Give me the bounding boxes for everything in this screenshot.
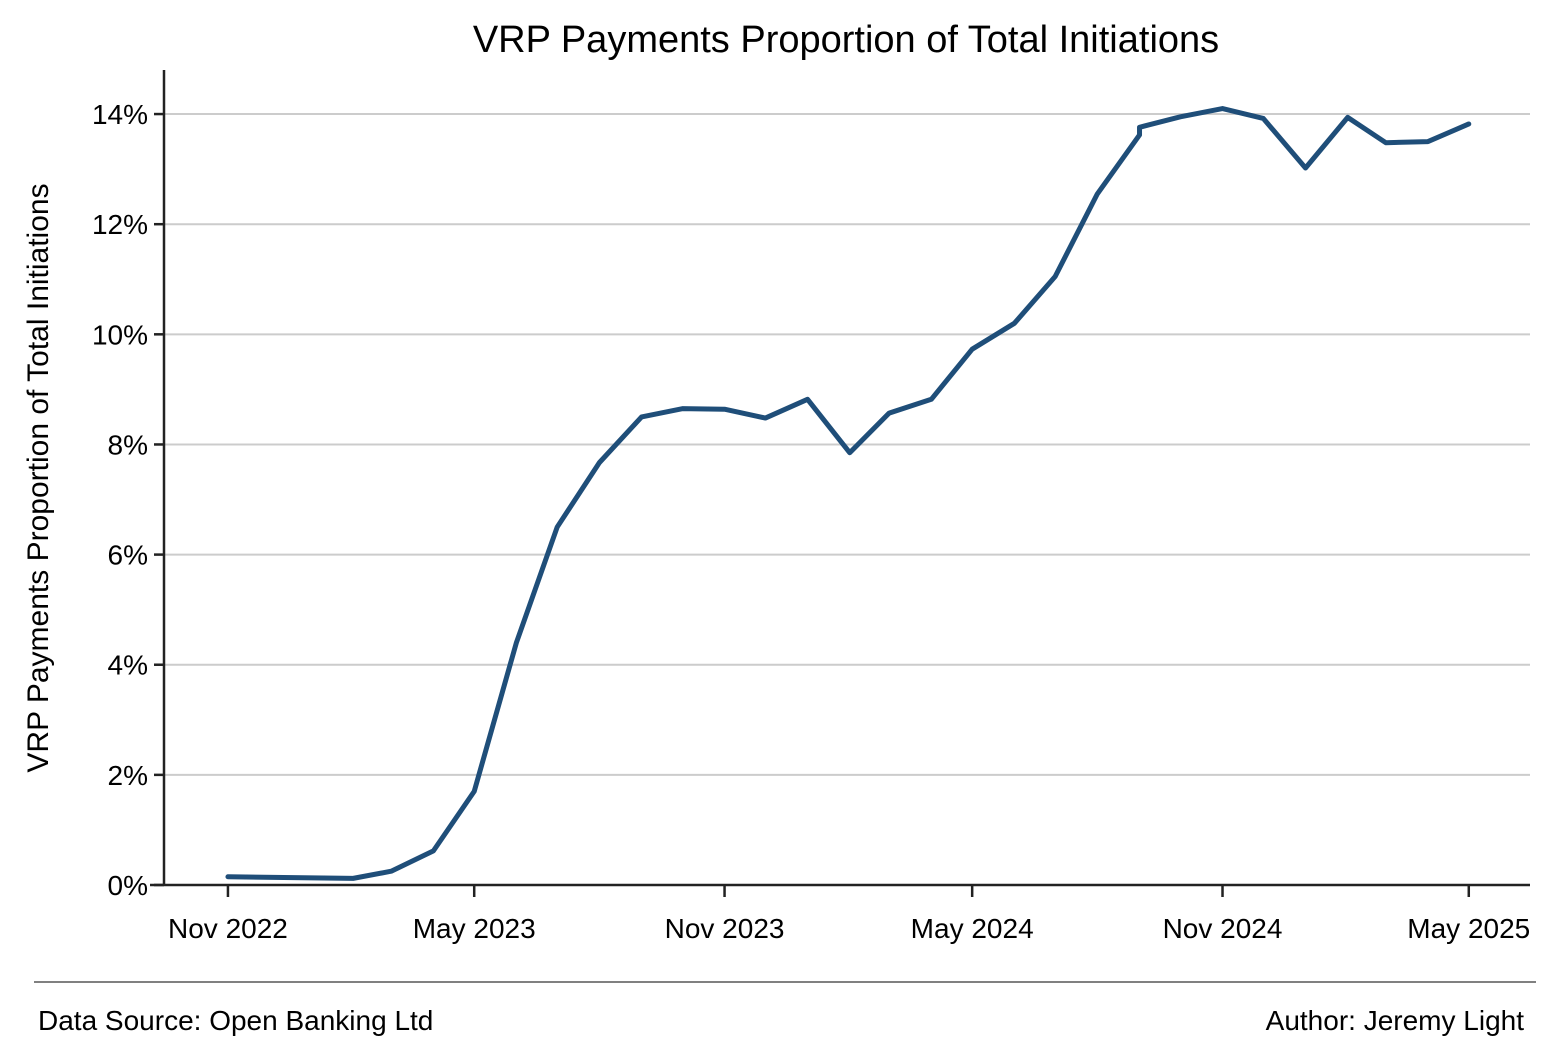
y-tick-label: 12% [92, 209, 148, 240]
author-note: Author: Jeremy Light [1266, 1005, 1525, 1036]
y-tick-label: 14% [92, 99, 148, 130]
series-line [225, 106, 1472, 881]
x-tick-label: Nov 2022 [168, 913, 288, 944]
chart-title: VRP Payments Proportion of Total Initiat… [473, 19, 1219, 61]
x-tick-label: May 2023 [413, 913, 536, 944]
x-tick-label: Nov 2024 [1163, 913, 1283, 944]
x-tick-label: Nov 2023 [665, 913, 785, 944]
y-tick-label: 8% [108, 429, 148, 460]
series [225, 106, 1472, 881]
gridlines [164, 113, 1530, 776]
y-tick-label: 10% [92, 319, 148, 350]
x-tick-label: May 2024 [911, 913, 1034, 944]
y-tick-label: 2% [108, 760, 148, 791]
y-tick-label: 4% [108, 650, 148, 681]
x-tick-label: May 2025 [1407, 913, 1530, 944]
axes [150, 70, 1530, 887]
x-ticks: Nov 2022 May 2023 Nov 2023 May 2024 Nov 2024… [168, 885, 1530, 944]
y-tick-label: 6% [108, 540, 148, 571]
data-source-note: Data Source: Open Banking Ltd [38, 1005, 433, 1036]
y-tick-label: 0% [108, 870, 148, 901]
y-axis-label: VRP Payments Proportion of Total Initiat… [22, 183, 55, 772]
y-ticks: 0% 2% 4% 6% 8% 10% 12% 14% [92, 99, 164, 901]
